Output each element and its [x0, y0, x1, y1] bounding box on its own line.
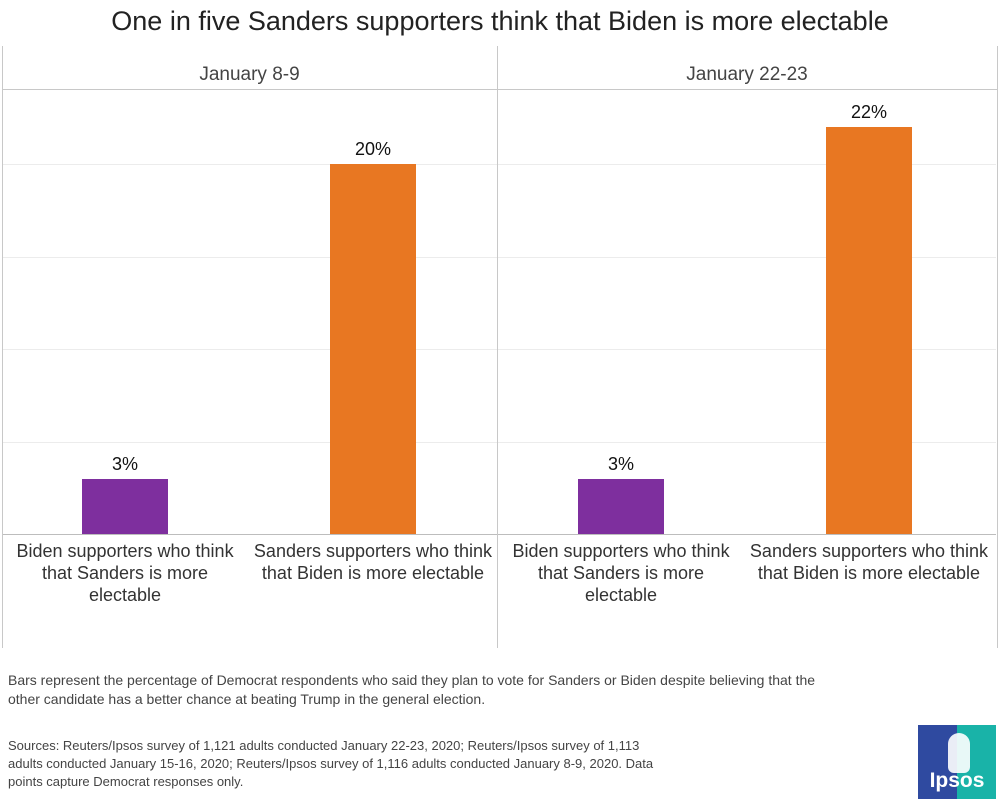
axis-baseline — [3, 534, 497, 535]
gridline — [3, 349, 497, 350]
panel-header-january-22-23: January 22-23 — [686, 64, 808, 85]
logo-head-icon — [948, 733, 970, 773]
data-label-panel-0-cat-1: 20% — [354, 139, 392, 159]
gridline — [498, 441, 996, 443]
bar-panel-1-cat-1 — [826, 127, 912, 534]
bar-panel-0-cat-0 — [82, 478, 168, 534]
panel-header-january-8-9: January 8-9 — [199, 64, 300, 85]
ipsos-logo: Ipsos — [918, 725, 996, 799]
bar-panel-0-cat-1 — [330, 164, 416, 534]
gridline — [3, 164, 497, 165]
category-label-panel-0-cat-0: Biden supporters who think that Sanders … — [16, 541, 234, 605]
data-label-panel-1-cat-1: 22% — [850, 102, 888, 122]
bar-panel-1-cat-0 — [578, 478, 664, 534]
panel-divider — [497, 46, 498, 648]
gridline — [498, 349, 996, 350]
logo-text: Ipsos — [929, 769, 985, 792]
gridline — [498, 164, 996, 165]
data-label-panel-1-cat-0: 3% — [607, 453, 634, 474]
panel-header-rule — [2, 89, 997, 90]
category-label-panel-1-cat-0: Biden supporters who think that Sanders … — [512, 541, 730, 605]
gridline — [498, 256, 996, 258]
category-label-panel-0-cat-1: Sanders supporters who think that Biden … — [253, 541, 493, 583]
gridline — [3, 256, 497, 258]
footnote: Bars represent the percentage of Democra… — [8, 672, 816, 707]
category-label-panel-1-cat-1: Sanders supporters who think that Biden … — [749, 541, 989, 583]
sources-note: Sources: Reuters/Ipsos survey of 1,121 a… — [8, 738, 654, 789]
data-label-panel-0-cat-0: 3% — [111, 453, 138, 474]
chart-title: One in five Sanders supporters think tha… — [111, 6, 889, 36]
gridline — [3, 441, 497, 443]
axis-baseline — [498, 534, 996, 535]
chart-frame — [2, 46, 998, 648]
